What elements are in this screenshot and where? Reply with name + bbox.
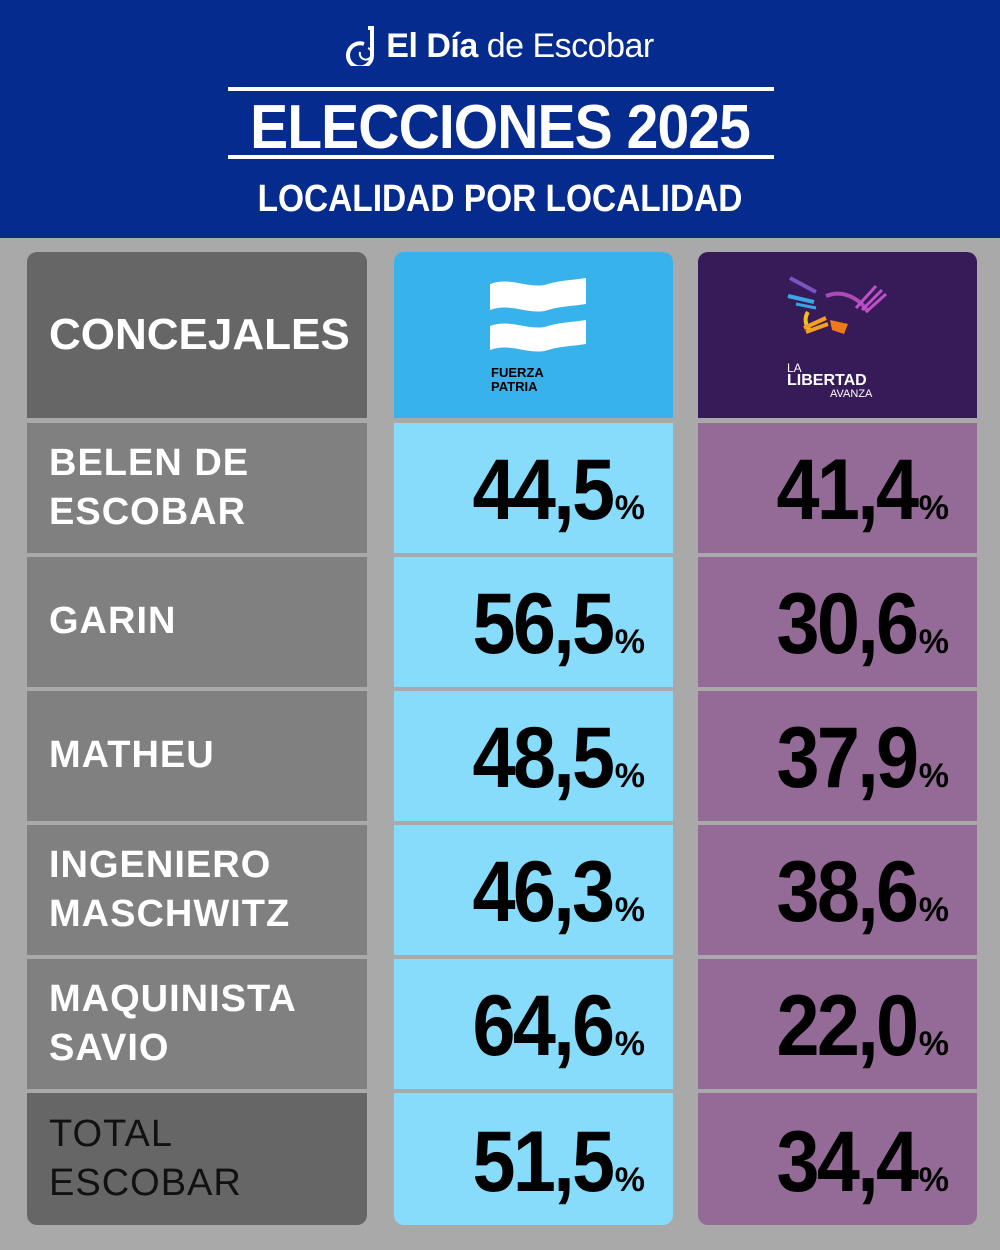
- page-title: ELECCIONES 2025: [250, 93, 751, 162]
- fp-value-cell: 56,5%: [394, 557, 673, 687]
- lla-value-cell: 37,9%: [698, 691, 977, 821]
- fp-value-cell: 64,6%: [394, 959, 673, 1089]
- brand-name-regular: de Escobar: [486, 26, 655, 65]
- fp-value: 56,5: [472, 576, 616, 672]
- fp-value-cell: 46,3%: [394, 825, 673, 955]
- brand-name-bold: El Día: [386, 26, 478, 65]
- percent-sign: %: [918, 623, 949, 661]
- lla-value-cell: 30,6%: [698, 557, 977, 687]
- lla-value-cell: 22,0%: [698, 959, 977, 1089]
- locality-label: MATHEU: [27, 691, 367, 821]
- lla-value: 30,6: [776, 576, 920, 672]
- title-rule-bottom: [228, 155, 774, 159]
- fp-total-value: 51,5: [472, 1114, 616, 1210]
- brand: El Día de Escobar: [0, 26, 1000, 66]
- lla-name-la: LA: [787, 361, 802, 375]
- header-banner: El Día de Escobar ELECCIONES 2025 LOCALI…: [0, 0, 1000, 238]
- lla-total-cell: 34,4%: [698, 1093, 977, 1225]
- percent-sign: %: [614, 1025, 645, 1063]
- percent-sign: %: [918, 891, 949, 929]
- percent-sign: %: [614, 623, 645, 661]
- locality-label: MAQUINISTA SAVIO: [27, 959, 367, 1089]
- lla-value: 37,9: [776, 710, 920, 806]
- party-header-la-libertad-avanza: LA LIBERTAD AVANZA: [698, 252, 977, 418]
- lla-value: 22,0: [776, 978, 920, 1074]
- el-dia-logo-icon: [346, 26, 375, 66]
- total-label: TOTAL ESCOBAR: [27, 1093, 367, 1225]
- percent-sign: %: [614, 489, 645, 527]
- locality-label: GARIN: [27, 557, 367, 687]
- fp-value: 64,6: [472, 978, 616, 1074]
- fp-value: 46,3: [472, 844, 616, 940]
- lla-total-value: 34,4: [776, 1114, 920, 1210]
- la-libertad-avanza-eagle-icon: [787, 276, 888, 334]
- percent-sign: %: [614, 1161, 645, 1199]
- percent-sign: %: [614, 757, 645, 795]
- fp-total-cell: 51,5%: [394, 1093, 673, 1225]
- lla-value: 38,6: [776, 844, 920, 940]
- page-subtitle: LOCALIDAD POR LOCALIDAD: [257, 178, 743, 220]
- percent-sign: %: [918, 757, 949, 795]
- corner-label: CONCEJALES: [27, 252, 367, 418]
- fp-value: 48,5: [472, 710, 616, 806]
- fuerza-patria-flag-icon: [490, 278, 586, 352]
- lla-value: 41,4: [776, 442, 920, 538]
- percent-sign: %: [918, 489, 949, 527]
- percent-sign: %: [918, 1025, 949, 1063]
- lla-value-cell: 38,6%: [698, 825, 977, 955]
- party-header-fuerza-patria: FUERZA PATRIA: [394, 252, 673, 418]
- percent-sign: %: [614, 891, 645, 929]
- fp-value-cell: 48,5%: [394, 691, 673, 821]
- title-rule-top: [228, 87, 774, 91]
- locality-label: BELEN DE ESCOBAR: [27, 423, 367, 553]
- percent-sign: %: [918, 1161, 949, 1199]
- locality-label: INGENIERO MASCHWITZ: [27, 825, 367, 955]
- lla-name-avanza: AVANZA: [830, 388, 873, 400]
- lla-value-cell: 41,4%: [698, 423, 977, 553]
- fuerza-patria-name: FUERZA PATRIA: [491, 365, 544, 394]
- fp-value-cell: 44,5%: [394, 423, 673, 553]
- fp-value: 44,5: [472, 442, 616, 538]
- lla-name-libertad: LIBERTAD: [787, 372, 867, 389]
